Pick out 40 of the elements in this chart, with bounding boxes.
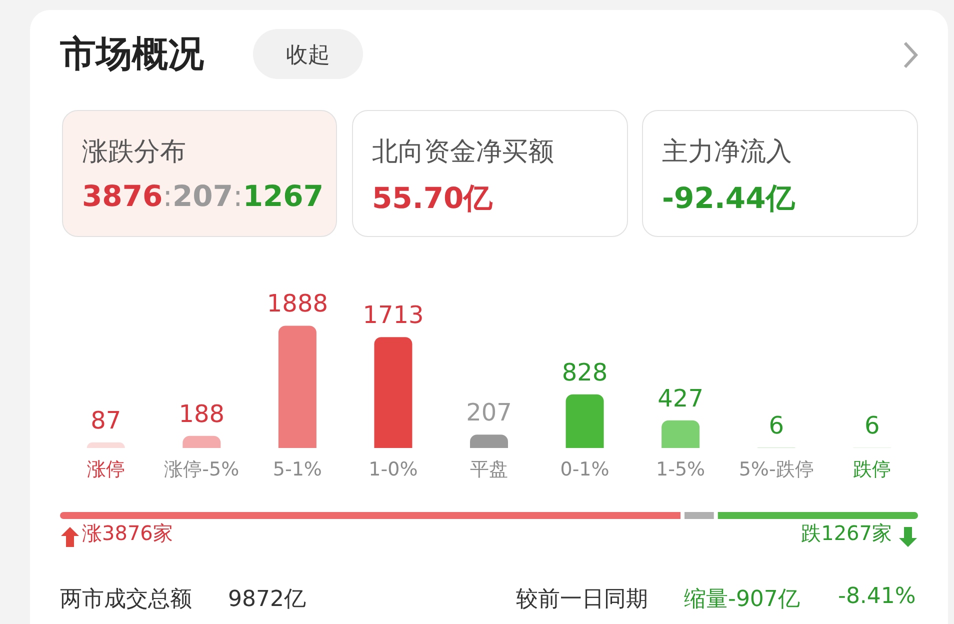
x-tick-label: 1-0% <box>368 458 418 480</box>
data-label: 427 <box>658 384 704 412</box>
data-label: 207 <box>466 398 512 427</box>
data-label: 1713 <box>362 301 424 330</box>
data-label: 828 <box>562 358 608 386</box>
x-tick-label: 平盘 <box>470 458 508 480</box>
data-label: 1888 <box>266 290 328 318</box>
data-label: 188 <box>178 400 225 428</box>
data-label: 87 <box>90 406 122 434</box>
text: 缩量-907亿 <box>684 586 800 614</box>
chart-title: 市场概况 <box>60 33 204 77</box>
bar <box>86 442 125 448</box>
x-tick-label: 跌停 <box>853 458 892 480</box>
bar <box>662 420 700 448</box>
x-tick-label: 涨停 <box>86 458 125 480</box>
x-tick-label: 5-1% <box>272 458 322 480</box>
x-tick-label: 5%-跌停 <box>738 458 814 480</box>
x-tick-label: 1-5% <box>656 458 706 480</box>
text: 3876:207:1267 <box>82 179 324 213</box>
bar <box>182 436 221 448</box>
text: -92.44亿 <box>662 180 795 217</box>
bar <box>566 394 604 448</box>
text: -8.41% <box>838 584 916 609</box>
text: 收起 <box>285 42 331 70</box>
bar <box>470 434 508 448</box>
text: 涨跌分布 <box>82 136 186 169</box>
text: 55.70亿 <box>372 180 493 217</box>
text: 较前一日同期 <box>516 586 648 614</box>
text: 两市成交总额 <box>60 586 192 614</box>
data-label: 涨3876家 <box>82 521 173 545</box>
x-tick-label: 0-1% <box>560 458 610 480</box>
text: 9872亿 <box>228 586 306 614</box>
data-label: 跌1267家 <box>801 521 892 545</box>
data-label: 6 <box>768 412 784 440</box>
bar <box>374 337 412 448</box>
text: 北向资金净买额 <box>372 136 554 169</box>
bar <box>278 326 316 448</box>
text: 主力净流入 <box>662 136 792 169</box>
data-label: 6 <box>864 412 880 440</box>
x-tick-label: 涨停-5% <box>164 458 240 480</box>
